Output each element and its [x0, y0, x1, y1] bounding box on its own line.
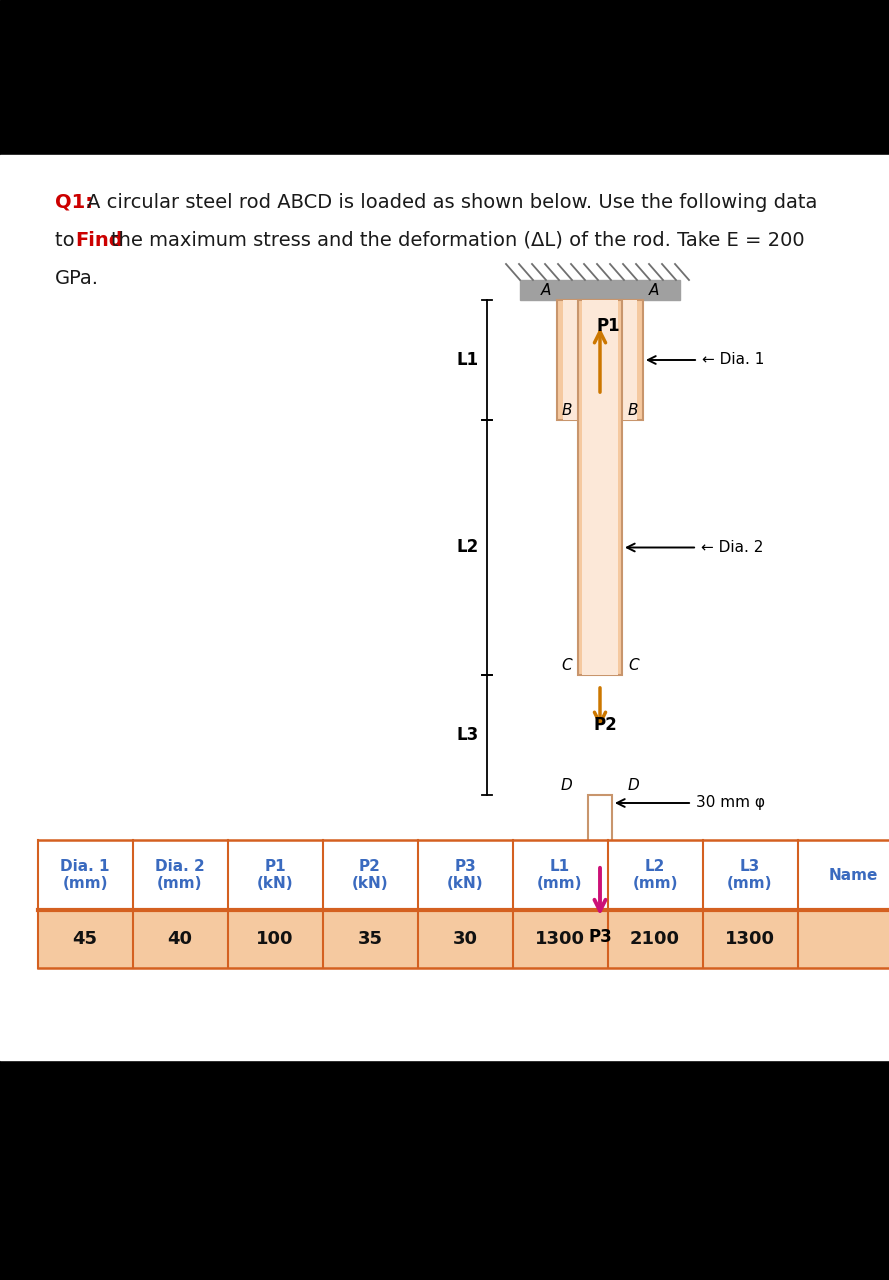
Bar	[588, 795, 612, 860]
Text: ← Dia. 2: ← Dia. 2	[701, 540, 764, 556]
Text: L3: L3	[457, 726, 479, 744]
Bar	[0, 155, 889, 1060]
Text: Dia. 1
(mm): Dia. 1 (mm)	[60, 859, 109, 891]
Text: L1: L1	[457, 351, 479, 369]
Bar	[0, 1060, 889, 1280]
Text: 35: 35	[357, 931, 382, 948]
Text: L2
(mm): L2 (mm)	[632, 859, 677, 891]
Text: P1: P1	[597, 317, 620, 335]
Text: L3
(mm): L3 (mm)	[727, 859, 773, 891]
Text: 45: 45	[73, 931, 98, 948]
Text: D: D	[628, 778, 640, 794]
Text: GPa.: GPa.	[55, 269, 99, 288]
Text: P1
(kN): P1 (kN)	[257, 859, 293, 891]
Text: A: A	[541, 283, 551, 298]
Text: 2100: 2100	[630, 931, 680, 948]
Bar	[582, 300, 618, 675]
Bar	[520, 280, 680, 300]
Text: Find: Find	[75, 230, 123, 250]
Text: P3
(kN): P3 (kN)	[446, 859, 484, 891]
Text: 100: 100	[256, 931, 293, 948]
Text: A: A	[649, 283, 660, 298]
Text: P2: P2	[593, 716, 617, 733]
Text: C: C	[628, 658, 638, 673]
Bar	[563, 300, 637, 420]
Text: B: B	[628, 403, 638, 419]
Text: B: B	[562, 403, 572, 419]
Text: L2: L2	[457, 539, 479, 557]
Text: L1
(mm): L1 (mm)	[537, 859, 583, 891]
Bar	[0, 0, 889, 155]
Bar	[38, 910, 889, 968]
Bar	[38, 840, 889, 910]
Text: 1300: 1300	[535, 931, 585, 948]
Bar	[578, 300, 622, 675]
Text: to: to	[55, 230, 81, 250]
Text: C: C	[561, 658, 572, 673]
Text: D: D	[560, 778, 572, 794]
Text: ← Dia. 1: ← Dia. 1	[702, 352, 765, 367]
Text: 30: 30	[453, 931, 477, 948]
Text: the maximum stress and the deformation (ΔL) of the rod. Take E = 200: the maximum stress and the deformation (…	[111, 230, 805, 250]
Text: Name: Name	[829, 868, 877, 882]
Text: 1300: 1300	[725, 931, 775, 948]
Text: Dia. 2
(mm): Dia. 2 (mm)	[155, 859, 204, 891]
Text: Q1:: Q1:	[55, 193, 93, 212]
Bar	[557, 300, 643, 420]
Text: A circular steel rod ABCD is loaded as shown below. Use the following data: A circular steel rod ABCD is loaded as s…	[87, 193, 817, 212]
Text: P2
(kN): P2 (kN)	[352, 859, 388, 891]
Text: 40: 40	[167, 931, 193, 948]
Text: P3: P3	[589, 928, 612, 946]
Text: 30 mm φ: 30 mm φ	[696, 795, 765, 810]
